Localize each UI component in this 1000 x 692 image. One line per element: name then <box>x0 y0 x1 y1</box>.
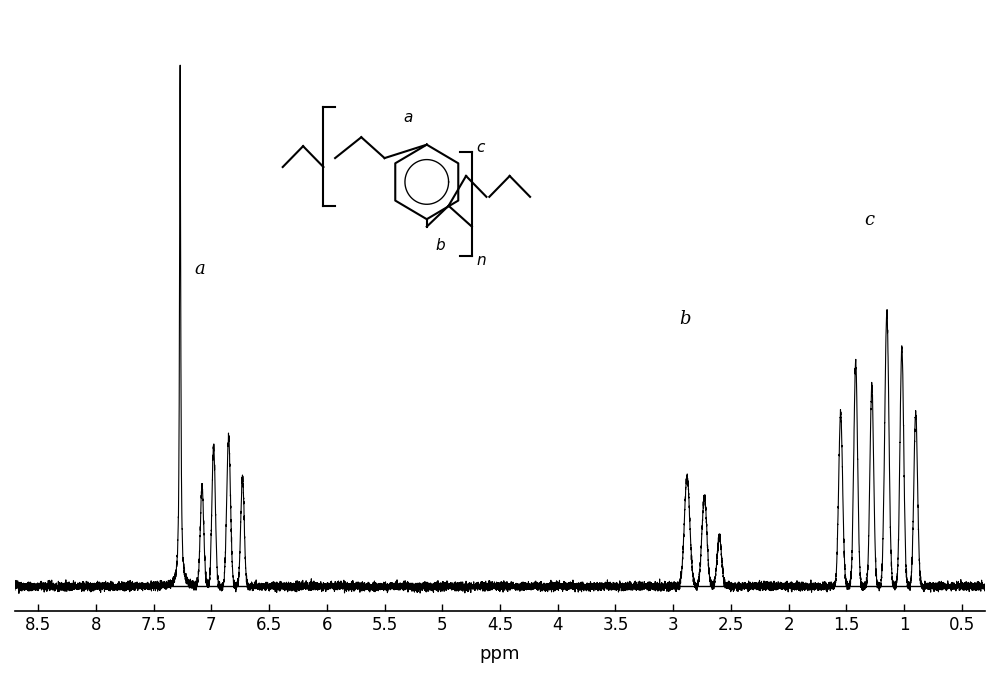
Text: a: a <box>194 260 205 278</box>
Text: c: c <box>864 210 875 228</box>
X-axis label: ppm: ppm <box>480 645 520 663</box>
Text: b: b <box>679 310 691 328</box>
